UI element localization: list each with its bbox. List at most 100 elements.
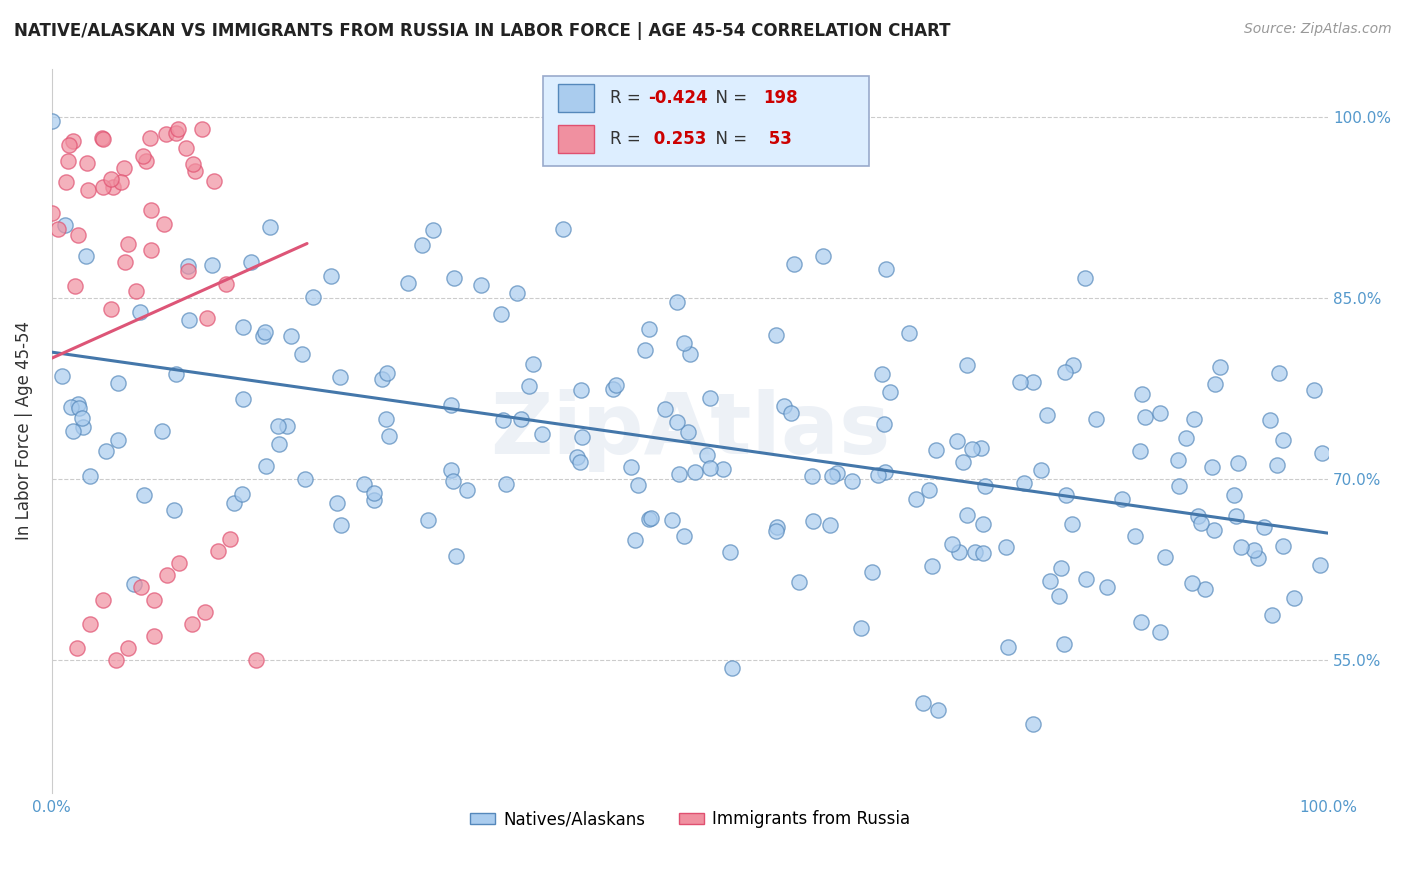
Point bbox=[441, 474, 464, 488]
Point bbox=[1187, 508, 1209, 523]
Point bbox=[1223, 488, 1246, 502]
Point bbox=[553, 222, 575, 236]
Point bbox=[375, 366, 398, 380]
Point bbox=[970, 441, 993, 455]
Point bbox=[860, 566, 883, 580]
Point bbox=[104, 653, 127, 667]
Point bbox=[699, 391, 721, 405]
Point bbox=[1074, 573, 1097, 587]
Point bbox=[766, 520, 789, 534]
Point bbox=[138, 130, 160, 145]
Text: Source: ZipAtlas.com: Source: ZipAtlas.com bbox=[1244, 22, 1392, 37]
Point bbox=[72, 419, 94, 434]
Point bbox=[329, 370, 352, 384]
Point bbox=[411, 238, 433, 252]
Point bbox=[818, 517, 841, 532]
Point bbox=[62, 134, 84, 148]
Point bbox=[1209, 359, 1232, 374]
Point bbox=[416, 514, 439, 528]
Text: NATIVE/ALASKAN VS IMMIGRANTS FROM RUSSIA IN LABOR FORCE | AGE 45-54 CORRELATION : NATIVE/ALASKAN VS IMMIGRANTS FROM RUSSIA… bbox=[14, 22, 950, 40]
Point bbox=[679, 347, 702, 361]
Point bbox=[676, 425, 699, 440]
Point bbox=[941, 537, 963, 551]
Text: R =: R = bbox=[610, 130, 645, 148]
Point bbox=[169, 557, 191, 571]
Point bbox=[215, 277, 238, 291]
Point bbox=[70, 410, 93, 425]
Point bbox=[191, 122, 214, 136]
Point bbox=[780, 406, 803, 420]
Point bbox=[875, 262, 897, 277]
Point bbox=[363, 485, 385, 500]
Point bbox=[921, 559, 943, 574]
Point bbox=[1047, 589, 1070, 603]
Point bbox=[1054, 365, 1077, 379]
Point bbox=[1189, 516, 1212, 530]
Point bbox=[872, 367, 894, 381]
Point bbox=[267, 437, 290, 451]
Point bbox=[122, 577, 145, 591]
Point bbox=[995, 541, 1018, 555]
Point bbox=[627, 478, 650, 492]
Point bbox=[565, 450, 588, 465]
Point bbox=[960, 442, 983, 457]
Point bbox=[1085, 411, 1108, 425]
Point bbox=[783, 257, 806, 271]
Point bbox=[522, 357, 544, 371]
Point bbox=[444, 549, 467, 564]
Point bbox=[634, 343, 657, 358]
Point bbox=[1201, 460, 1223, 475]
Point bbox=[156, 568, 179, 582]
Point bbox=[1008, 375, 1031, 389]
Point bbox=[326, 496, 349, 510]
Point bbox=[114, 254, 136, 268]
Point bbox=[875, 465, 897, 479]
Point bbox=[363, 493, 385, 508]
Point bbox=[135, 154, 157, 169]
Point bbox=[849, 621, 872, 635]
Point bbox=[825, 466, 848, 480]
Point bbox=[1265, 458, 1288, 472]
Point bbox=[918, 483, 941, 497]
Point bbox=[267, 419, 290, 434]
Point bbox=[181, 616, 204, 631]
Point bbox=[946, 434, 969, 448]
Point bbox=[1129, 444, 1152, 458]
Point bbox=[65, 278, 87, 293]
Text: -0.424: -0.424 bbox=[648, 89, 707, 107]
Point bbox=[69, 401, 91, 415]
Point bbox=[672, 528, 695, 542]
Text: R =: R = bbox=[610, 89, 645, 107]
Point bbox=[800, 468, 823, 483]
Point bbox=[1029, 463, 1052, 477]
Point bbox=[927, 703, 949, 717]
Point bbox=[1149, 625, 1171, 640]
Y-axis label: In Labor Force | Age 45-54: In Labor Force | Age 45-54 bbox=[15, 321, 32, 540]
Point bbox=[294, 472, 316, 486]
Point bbox=[654, 401, 676, 416]
Point bbox=[239, 255, 262, 269]
Point bbox=[1174, 431, 1197, 445]
Point bbox=[91, 132, 114, 146]
Point bbox=[713, 462, 735, 476]
Point bbox=[811, 249, 834, 263]
Point bbox=[440, 398, 463, 412]
Point bbox=[997, 640, 1019, 654]
Point bbox=[517, 379, 540, 393]
Point bbox=[673, 335, 696, 350]
Point bbox=[605, 378, 627, 392]
Point bbox=[132, 488, 155, 502]
Point bbox=[879, 385, 901, 400]
Point bbox=[668, 467, 690, 481]
Point bbox=[62, 424, 84, 438]
Point bbox=[75, 249, 97, 263]
Point bbox=[91, 592, 114, 607]
Point bbox=[107, 376, 129, 390]
Point bbox=[163, 502, 186, 516]
Point bbox=[1204, 377, 1226, 392]
Point bbox=[207, 544, 229, 558]
Point bbox=[1182, 412, 1205, 426]
Text: ZipAtlas: ZipAtlas bbox=[489, 389, 890, 472]
Point bbox=[232, 320, 254, 334]
Point bbox=[329, 517, 352, 532]
